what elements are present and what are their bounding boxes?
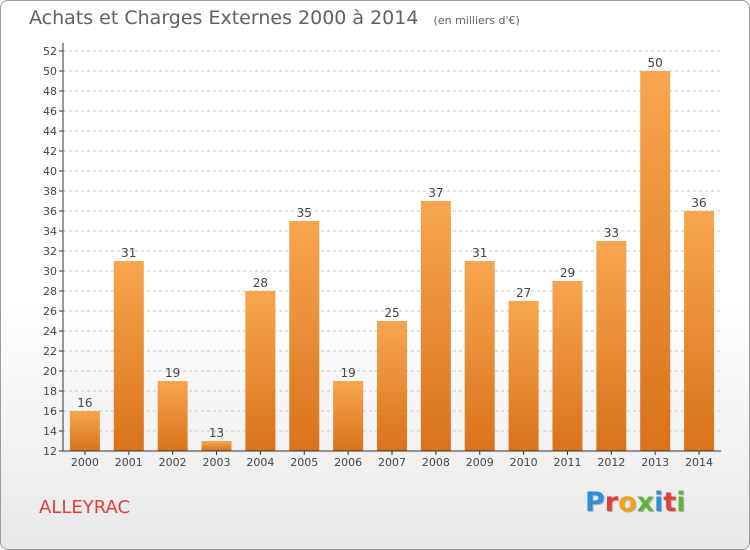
y-tick-label: 36: [43, 205, 57, 218]
chart-title: Achats et Charges Externes 2000 à 2014: [29, 7, 419, 29]
x-tick-label: 2011: [553, 456, 581, 469]
x-tick-label: 2008: [422, 456, 450, 469]
bar-value-label: 28: [253, 276, 268, 290]
y-tick-label: 26: [43, 305, 57, 318]
bar-2007: [377, 321, 407, 451]
x-tick-label: 2000: [71, 456, 99, 469]
bar-2008: [420, 201, 451, 451]
bar-2014: [684, 211, 715, 451]
proxiti-logo: Proxiti: [585, 487, 686, 518]
y-tick-label: 42: [43, 145, 57, 158]
x-tick-label: 2006: [334, 456, 362, 469]
commune-name: ALLEYRAC: [39, 497, 131, 518]
bar-2011: [552, 281, 583, 451]
y-tick-label: 52: [43, 45, 57, 58]
bar-2004: [245, 291, 276, 451]
brand-letter: i: [676, 487, 686, 518]
bar-2013: [640, 71, 671, 451]
bar-2005: [289, 221, 320, 451]
brand-letter: t: [663, 487, 677, 518]
x-tick-label: 2002: [159, 456, 187, 469]
x-tick-label: 2004: [246, 456, 274, 469]
x-tick-label: 2014: [685, 456, 713, 469]
brand-letter: o: [618, 487, 637, 518]
x-tick-label: 2012: [597, 456, 625, 469]
y-tick-label: 34: [43, 225, 57, 238]
bar-value-label: 27: [516, 286, 531, 300]
bar-value-label: 19: [165, 366, 180, 380]
x-tick-label: 2010: [510, 456, 538, 469]
bar-value-label: 31: [472, 246, 487, 260]
bar-2003: [201, 441, 232, 451]
bar-2000: [69, 411, 100, 451]
y-tick-label: 24: [43, 325, 57, 338]
bar-value-label: 19: [340, 366, 355, 380]
y-tick-label: 12: [43, 445, 57, 458]
y-tick-label: 16: [43, 405, 57, 418]
y-tick-label: 32: [43, 245, 57, 258]
y-tick-label: 14: [43, 425, 57, 438]
bar-value-label: 16: [77, 396, 92, 410]
x-tick-label: 2005: [290, 456, 318, 469]
bar-value-label: 31: [121, 246, 136, 260]
y-tick-label: 50: [43, 65, 57, 78]
bar-value-label: 25: [384, 306, 399, 320]
bar-2006: [333, 381, 364, 451]
y-tick-label: 44: [43, 125, 57, 138]
bar-2001: [113, 261, 144, 451]
x-tick-label: 2013: [641, 456, 669, 469]
bar-value-label: 35: [297, 206, 312, 220]
chart-title-block: Achats et Charges Externes 2000 à 2014 (…: [29, 7, 520, 29]
y-tick-label: 38: [43, 185, 57, 198]
y-tick-label: 28: [43, 285, 57, 298]
x-tick-label: 2001: [115, 456, 143, 469]
y-tick-label: 18: [43, 385, 57, 398]
y-tick-label: 22: [43, 345, 57, 358]
y-tick-label: 48: [43, 85, 57, 98]
y-tick-label: 40: [43, 165, 57, 178]
brand-letter: x: [636, 487, 655, 518]
brand-letter: r: [604, 487, 619, 518]
bar-value-label: 13: [209, 426, 224, 440]
brand-letter: P: [585, 487, 605, 518]
bar-2002: [157, 381, 188, 451]
bar-value-label: 29: [560, 266, 575, 280]
bar-value-label: 50: [648, 56, 663, 70]
bar-value-label: 33: [604, 226, 619, 240]
y-tick-label: 46: [43, 105, 57, 118]
brand-letter: i: [654, 487, 664, 518]
bar-2009: [464, 261, 495, 451]
bar-value-label: 36: [691, 196, 706, 210]
bar-2010: [508, 301, 539, 451]
x-tick-label: 2003: [203, 456, 231, 469]
y-tick-label: 30: [43, 265, 57, 278]
bar-2012: [596, 241, 627, 451]
chart-unit: (en milliers d'€): [433, 14, 520, 27]
x-tick-label: 2007: [378, 456, 406, 469]
x-tick-label: 2009: [466, 456, 494, 469]
y-tick-label: 20: [43, 365, 57, 378]
bar-value-label: 37: [428, 186, 443, 200]
